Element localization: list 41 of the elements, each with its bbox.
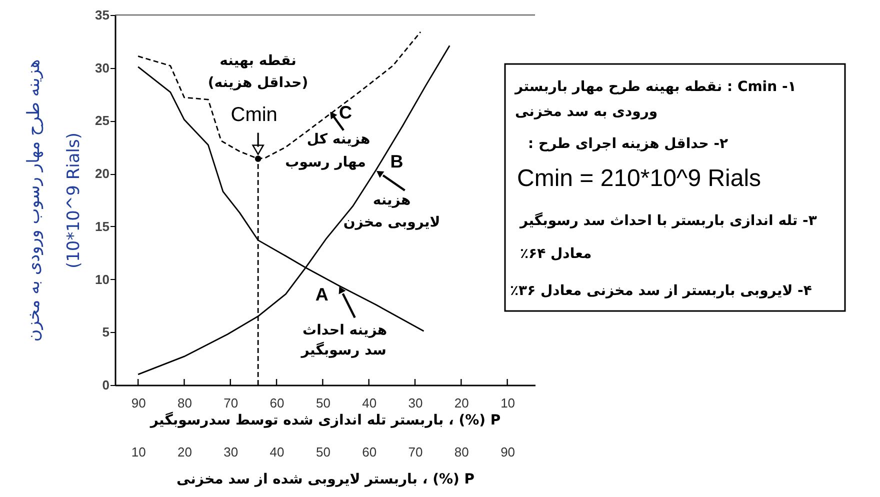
annotation: B — [390, 151, 404, 172]
x-tick-label: 40 — [362, 396, 377, 410]
x2-axis-title: P (%) ، باربستر لایروبی شده از سد مخزنی — [176, 472, 475, 488]
x-tick-label: 10 — [500, 396, 516, 410]
annotation: Cmin — [230, 104, 278, 126]
x2-tick-label: 20 — [177, 444, 192, 460]
annotation: هزینه کل مهار رسوب — [285, 131, 370, 170]
y-tick-label: 35 — [95, 8, 110, 22]
annotation: ۱- Cmin : نقطه بهینه طرح مهار باربستر ورودی به سد مخزنی — [514, 79, 796, 120]
y-tick-label: 15 — [95, 218, 110, 234]
x-tick-label: 70 — [224, 396, 238, 410]
x-tick-label: 90 — [131, 396, 146, 410]
x2-tick-label: 30 — [224, 444, 238, 460]
x2-tick-label: 10 — [131, 444, 146, 460]
x-tick-label: 80 — [177, 396, 192, 410]
text: ۳- تله اندازی باربستر با احداث سد رسوبگیر معادل ۶۴٪ — [520, 213, 817, 262]
x-tick-label: 50 — [316, 396, 330, 410]
x2-tick-label: 40 — [270, 444, 284, 460]
x2-tick-label: 50 — [316, 444, 330, 460]
x-tick-label: 30 — [408, 396, 423, 410]
annotation: هزینه احداث سد رسوبگیر — [300, 322, 388, 359]
y-tick-label: 5 — [102, 324, 110, 340]
y-tick-label: 0 — [102, 378, 110, 392]
y-tick-label: 10 — [95, 272, 110, 287]
x-tick-label: 20 — [454, 396, 469, 410]
annotation: نقطه بهینه (حداقل هزینه) — [208, 53, 308, 91]
x-axis-title: P (%) ، باربستر تله اندازی شده توسط سدرسوبگیر — [149, 412, 501, 428]
annotation: Cmin = 210*10^9 Rials — [517, 165, 762, 192]
x2-tick-label: 80 — [454, 444, 469, 460]
annotation: C — [339, 102, 352, 122]
y-tick-label: 25 — [95, 113, 110, 128]
x-tick-label: 60 — [270, 396, 284, 410]
annotation: ۴- لایروبی باربستر از سد مخزنی معادل ۳۶٪ — [510, 283, 812, 299]
annotation: A — [315, 284, 328, 305]
x2-tick-label: 70 — [408, 444, 423, 460]
x2-tick-label: 60 — [362, 444, 377, 460]
y-tick-label: 30 — [95, 60, 110, 76]
annotation: ۲- حداقل هزینه اجرای طرح : — [528, 136, 729, 152]
x2-tick-label: 90 — [500, 444, 516, 460]
annotation: هزینه لایروبی مخزن — [343, 192, 440, 230]
y-tick-label: 20 — [95, 166, 110, 182]
